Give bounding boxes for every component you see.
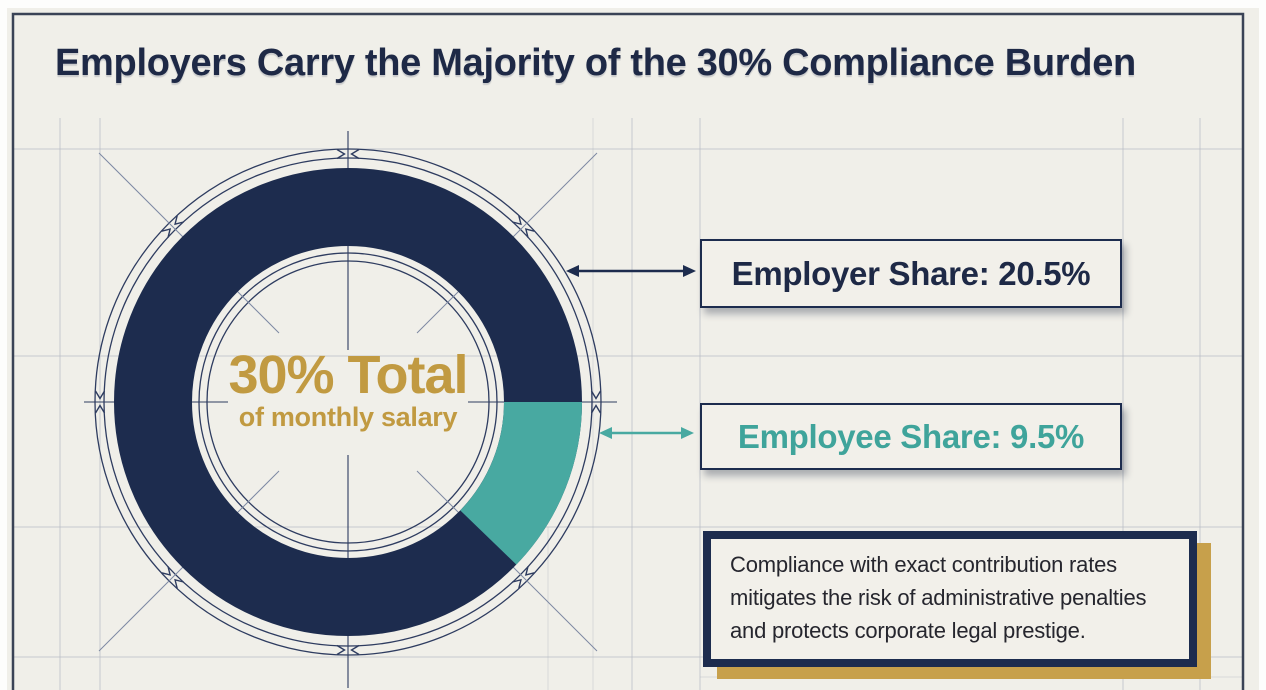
donut-center-total: 30% Total — [228, 345, 468, 405]
employee-arrow — [599, 427, 694, 439]
dimension-mark — [94, 390, 106, 414]
compliance-note-line: mitigates the risk of administrative pen… — [730, 585, 1147, 610]
dimension-mark — [161, 566, 184, 589]
guide-cross-lines — [84, 131, 617, 688]
employer-share-box: Employer Share: 20.5% — [700, 239, 1122, 308]
dimension-mark — [512, 215, 535, 238]
employee-share-box: Employee Share: 9.5% — [700, 403, 1122, 470]
page-title: Employers Carry the Majority of the 30% … — [55, 42, 1136, 84]
employer-arrow — [566, 265, 696, 277]
dimension-mark — [161, 215, 184, 238]
page-edge — [0, 0, 7, 690]
dimension-mark — [590, 390, 602, 414]
dimension-mark — [336, 644, 360, 656]
donut-center-subtitle: of monthly salary — [238, 402, 458, 432]
compliance-note-line: Compliance with exact contribution rates — [730, 552, 1117, 577]
donut-chart — [114, 168, 582, 636]
page-frame — [11, 12, 1245, 690]
compliance-note-box: Compliance with exact contribution rates… — [703, 531, 1197, 667]
donut-segment-employee — [459, 400, 582, 565]
page-edge — [0, 0, 1266, 8]
dimension-marks — [94, 148, 602, 656]
donut-center-label: 30% Total of monthly salary — [178, 348, 518, 433]
employer-share-label: Employer Share: 20.5% — [731, 254, 1091, 292]
compliance-note-line: and protects corporate legal prestige. — [730, 618, 1086, 643]
employee-share-label: Employee Share: 9.5% — [737, 417, 1085, 455]
dimension-mark — [336, 148, 360, 160]
dimension-mark — [512, 566, 535, 589]
page-edge — [1259, 0, 1266, 690]
